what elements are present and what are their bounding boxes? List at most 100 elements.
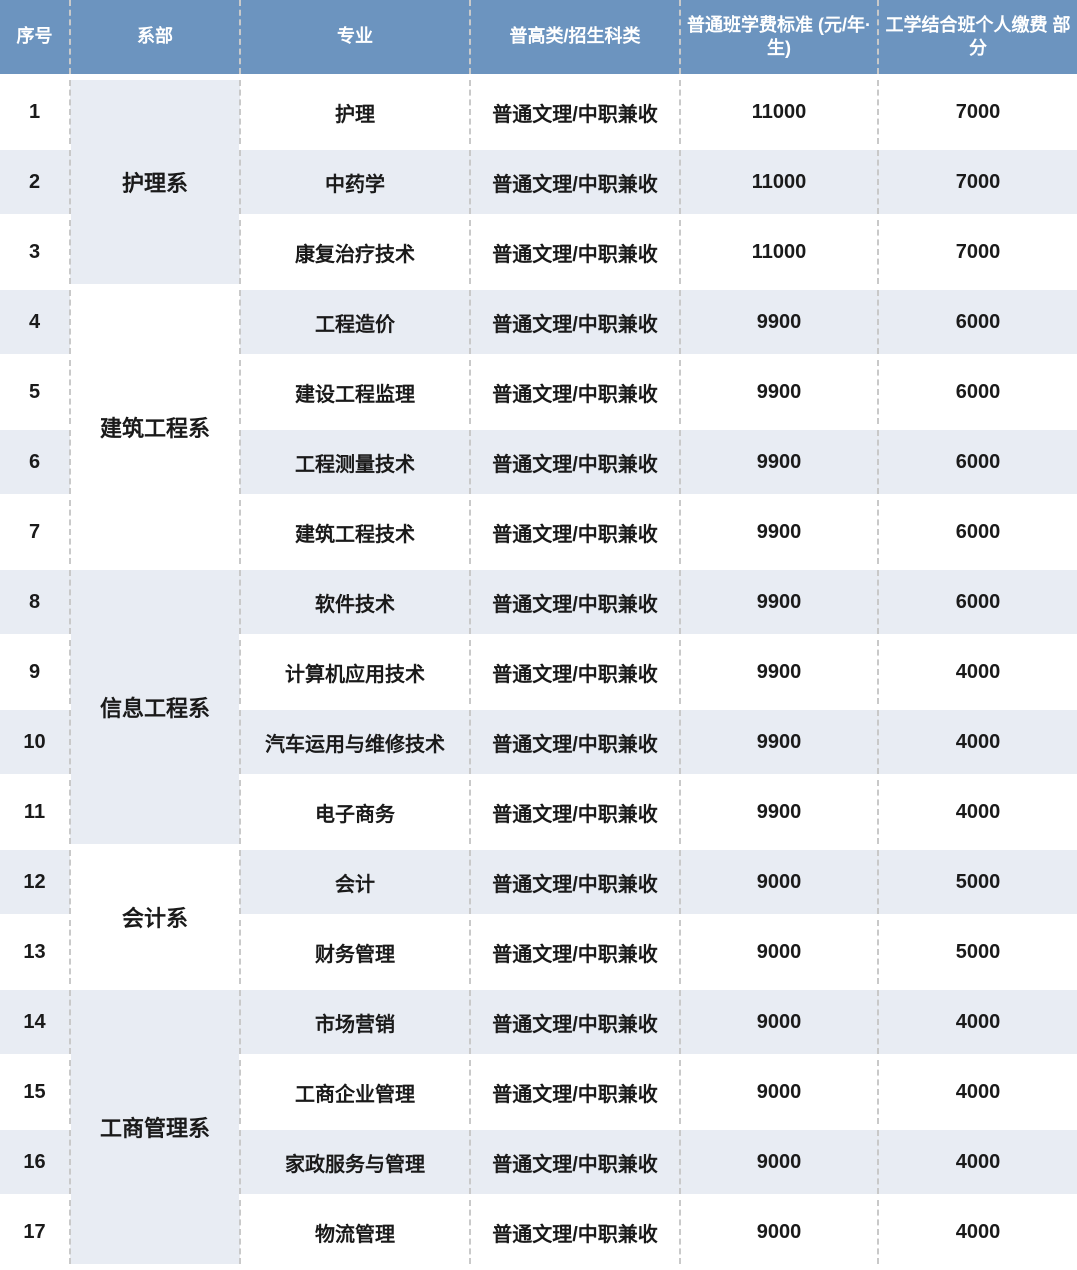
cell-fee-personal: 5000 [878,917,1077,987]
table-header: 序号 系部 专业 普高类/招生科类 普通班学费标准 (元/年·生) 工学结合班个… [0,0,1077,77]
cell-fee-personal: 4000 [878,1127,1077,1197]
cell-major: 财务管理 [240,917,470,987]
cell-index: 5 [0,357,70,427]
cell-major: 建筑工程技术 [240,497,470,567]
tuition-table: 序号 系部 专业 普高类/招生科类 普通班学费标准 (元/年·生) 工学结合班个… [0,0,1077,1270]
cell-fee-personal: 6000 [878,497,1077,567]
cell-index: 10 [0,707,70,777]
cell-index: 1 [0,77,70,147]
cell-fee-standard: 9900 [680,567,878,637]
cell-fee-personal: 7000 [878,147,1077,217]
table-row: 12会计系会计普通文理/中职兼收90005000 [0,847,1077,917]
cell-fee-standard: 9000 [680,1057,878,1127]
cell-major: 工商企业管理 [240,1057,470,1127]
cell-fee-personal: 6000 [878,287,1077,357]
cell-fee-personal: 6000 [878,427,1077,497]
cell-index: 2 [0,147,70,217]
cell-index: 6 [0,427,70,497]
cell-index: 12 [0,847,70,917]
cell-major: 市场营销 [240,987,470,1057]
cell-category: 普通文理/中职兼收 [470,1057,680,1127]
cell-category: 普通文理/中职兼收 [470,217,680,287]
cell-fee-standard: 9900 [680,497,878,567]
cell-index: 11 [0,777,70,847]
cell-index: 17 [0,1197,70,1267]
cell-category: 普通文理/中职兼收 [470,987,680,1057]
cell-fee-standard: 9000 [680,917,878,987]
cell-category: 普通文理/中职兼收 [470,427,680,497]
cell-fee-personal: 4000 [878,1057,1077,1127]
cell-category: 普通文理/中职兼收 [470,707,680,777]
col-header-fee1: 普通班学费标准 (元/年·生) [680,0,878,77]
cell-fee-standard: 9900 [680,287,878,357]
col-header-category: 普高类/招生科类 [470,0,680,77]
cell-fee-standard: 11000 [680,77,878,147]
cell-category: 普通文理/中职兼收 [470,77,680,147]
cell-major: 汽车运用与维修技术 [240,707,470,777]
cell-fee-personal: 4000 [878,777,1077,847]
table-row: 14工商管理系市场营销普通文理/中职兼收90004000 [0,987,1077,1057]
cell-fee-standard: 9900 [680,427,878,497]
cell-index: 15 [0,1057,70,1127]
cell-fee-personal: 6000 [878,357,1077,427]
cell-index: 3 [0,217,70,287]
cell-department: 护理系 [70,77,240,287]
cell-index: 14 [0,987,70,1057]
cell-fee-standard: 9900 [680,777,878,847]
cell-major: 工程测量技术 [240,427,470,497]
cell-category: 普通文理/中职兼收 [470,147,680,217]
cell-fee-personal: 4000 [878,1197,1077,1267]
cell-index: 9 [0,637,70,707]
cell-major: 计算机应用技术 [240,637,470,707]
cell-category: 普通文理/中职兼收 [470,1127,680,1197]
cell-department: 会计系 [70,847,240,987]
cell-major: 物流管理 [240,1197,470,1267]
table-row: 4建筑工程系工程造价普通文理/中职兼收99006000 [0,287,1077,357]
col-header-index: 序号 [0,0,70,77]
cell-major: 软件技术 [240,567,470,637]
cell-department: 信息工程系 [70,567,240,847]
cell-category: 普通文理/中职兼收 [470,357,680,427]
cell-fee-personal: 4000 [878,637,1077,707]
cell-category: 普通文理/中职兼收 [470,917,680,987]
cell-major: 家政服务与管理 [240,1127,470,1197]
cell-index: 7 [0,497,70,567]
cell-category: 普通文理/中职兼收 [470,1197,680,1267]
cell-major: 中药学 [240,147,470,217]
cell-major: 工程造价 [240,287,470,357]
cell-major: 会计 [240,847,470,917]
cell-index: 8 [0,567,70,637]
cell-fee-standard: 9900 [680,357,878,427]
table-row: 1护理系护理普通文理/中职兼收110007000 [0,77,1077,147]
cell-fee-personal: 5000 [878,847,1077,917]
cell-fee-personal: 6000 [878,567,1077,637]
cell-fee-personal: 7000 [878,217,1077,287]
cell-major: 电子商务 [240,777,470,847]
cell-fee-personal: 4000 [878,707,1077,777]
cell-index: 13 [0,917,70,987]
cell-fee-personal: 4000 [878,987,1077,1057]
cell-major: 建设工程监理 [240,357,470,427]
table-row: 8信息工程系软件技术普通文理/中职兼收99006000 [0,567,1077,637]
cell-category: 普通文理/中职兼收 [470,567,680,637]
cell-fee-standard: 9000 [680,1127,878,1197]
cell-fee-standard: 11000 [680,217,878,287]
cell-fee-standard: 9000 [680,1197,878,1267]
cell-fee-personal: 7000 [878,77,1077,147]
cell-fee-standard: 11000 [680,147,878,217]
cell-fee-standard: 9000 [680,847,878,917]
col-header-major: 专业 [240,0,470,77]
cell-fee-standard: 9900 [680,707,878,777]
col-header-dept: 系部 [70,0,240,77]
cell-category: 普通文理/中职兼收 [470,777,680,847]
cell-major: 康复治疗技术 [240,217,470,287]
col-header-fee2: 工学结合班个人缴费 部分 [878,0,1077,77]
cell-category: 普通文理/中职兼收 [470,287,680,357]
cell-category: 普通文理/中职兼收 [470,497,680,567]
cell-department: 建筑工程系 [70,287,240,567]
cell-index: 4 [0,287,70,357]
table-body: 1护理系护理普通文理/中职兼收1100070002中药学普通文理/中职兼收110… [0,77,1077,1267]
cell-category: 普通文理/中职兼收 [470,847,680,917]
cell-fee-standard: 9000 [680,987,878,1057]
cell-department: 工商管理系 [70,987,240,1267]
